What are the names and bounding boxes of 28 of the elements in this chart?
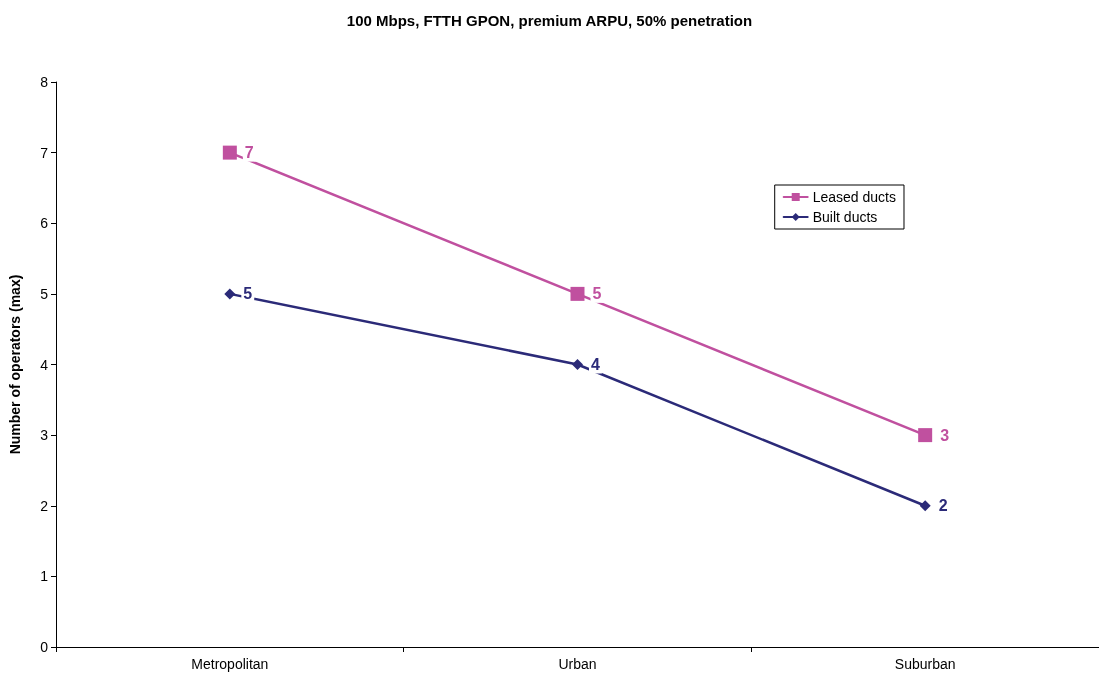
data-label: 4 [591, 356, 600, 373]
point [918, 428, 933, 443]
data-label: 3 [940, 426, 950, 444]
y-tick-label: 4 [40, 356, 49, 373]
x-tick-label: Suburban [894, 656, 956, 672]
x-tick-label: Urban [558, 656, 597, 672]
point [570, 286, 585, 301]
y-tick-label: 7 [40, 144, 49, 161]
legend-label: Leased ducts [812, 189, 897, 205]
point [572, 359, 583, 370]
y-tick-label: 6 [40, 215, 49, 232]
chart-title: 100 Mbps, FTTH GPON, premium ARPU, 50% penetration [346, 12, 753, 29]
y-tick-label: 0 [40, 639, 49, 655]
y-tick-label: 2 [40, 497, 49, 514]
data-label: 5 [592, 285, 602, 303]
legend-label: Built ducts [812, 209, 878, 225]
y-tick-label: 8 [40, 74, 49, 90]
data-label: 5 [243, 285, 253, 303]
point [919, 500, 931, 512]
data-label: 7 [244, 144, 254, 162]
x-tick-label: Metropolitan [191, 656, 269, 672]
point [224, 288, 236, 300]
y-tick-label: 1 [40, 568, 49, 585]
y-tick-label: 3 [40, 427, 49, 444]
y-axis-title: Number of operators (max) [7, 274, 23, 455]
y-tick-label: 5 [40, 285, 49, 302]
point [222, 145, 237, 160]
data-label: 2 [938, 497, 948, 515]
